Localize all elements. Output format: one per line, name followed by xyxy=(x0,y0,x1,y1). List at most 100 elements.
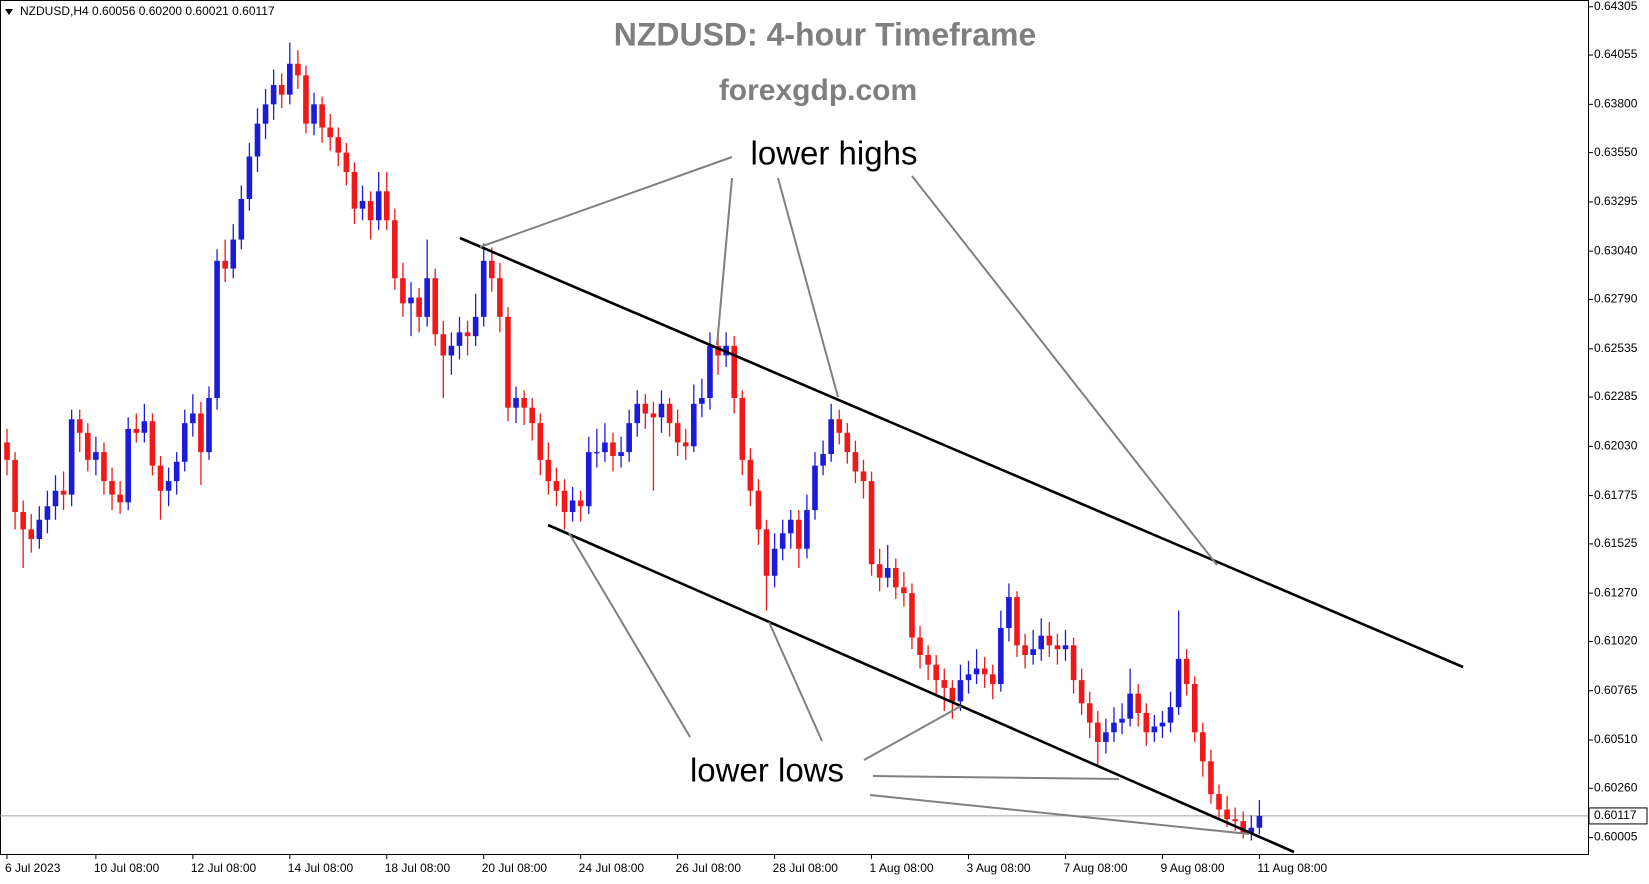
candle-body xyxy=(917,637,923,655)
pointer xyxy=(863,705,962,761)
candle-body xyxy=(852,452,859,472)
candle-body xyxy=(634,403,641,424)
candle-body xyxy=(755,490,762,530)
pointer xyxy=(911,175,1218,566)
candle-body xyxy=(497,278,503,317)
y-tick-label: 0.62030 xyxy=(1594,438,1638,452)
candle-body xyxy=(1208,761,1214,795)
candle-body xyxy=(1038,635,1045,650)
candle-body xyxy=(287,63,293,95)
candle-body xyxy=(868,481,875,565)
candle-body xyxy=(117,494,123,503)
candle-body xyxy=(28,529,35,540)
candle-body xyxy=(1046,635,1053,646)
y-tick-label: 0.60765 xyxy=(1594,683,1638,697)
candle-body xyxy=(626,423,632,453)
y-tick-label: 0.62535 xyxy=(1594,341,1638,355)
candle-body xyxy=(262,104,269,124)
candle-body xyxy=(1159,722,1166,727)
candle-body xyxy=(925,654,931,665)
lower-lows-pointers xyxy=(568,532,1250,835)
candle-body xyxy=(1006,597,1012,628)
y-tick-label: 0.61775 xyxy=(1594,488,1638,502)
plot-frame xyxy=(0,0,1589,855)
candle-body xyxy=(674,423,681,443)
candle-body xyxy=(1143,712,1150,733)
candle-body xyxy=(480,260,487,317)
candle-body xyxy=(303,75,309,124)
candle-body xyxy=(343,152,350,172)
candle-body xyxy=(812,465,818,511)
candle-body xyxy=(545,459,552,482)
candle-body xyxy=(173,461,180,482)
candle-body xyxy=(820,454,826,466)
candle-body xyxy=(1200,732,1206,762)
candle-body xyxy=(658,403,665,418)
candle-body xyxy=(965,674,972,681)
candle-body xyxy=(763,529,770,576)
candle-body xyxy=(779,533,786,549)
candle-body xyxy=(238,199,245,240)
pointer xyxy=(872,775,1120,780)
x-tick-label: 18 Jul 08:00 xyxy=(385,861,451,875)
candle-body xyxy=(295,63,301,76)
candle-body xyxy=(440,334,447,356)
candle-body xyxy=(319,104,325,128)
candle-body xyxy=(828,419,834,455)
candle-body xyxy=(715,345,721,356)
y-tick-label: 0.60260 xyxy=(1594,780,1638,794)
y-tick-label: 0.63550 xyxy=(1594,145,1638,159)
y-tick-label: 0.64055 xyxy=(1594,47,1638,61)
candle-body xyxy=(270,85,277,105)
x-tick-label: 20 Jul 08:00 xyxy=(482,861,548,875)
header-icon xyxy=(5,9,13,15)
candle-body xyxy=(1127,693,1133,719)
candle-body xyxy=(989,674,996,684)
candle-body xyxy=(1232,819,1238,822)
candle-body xyxy=(505,316,511,408)
candle-body xyxy=(383,191,390,221)
candle-body xyxy=(787,519,794,534)
candle-body xyxy=(1256,815,1263,828)
candle-body xyxy=(884,568,891,578)
candle-body xyxy=(125,428,131,503)
candle-body xyxy=(408,297,414,304)
x-tick-label: 26 Jul 08:00 xyxy=(676,861,742,875)
candle-body xyxy=(610,442,616,456)
candle-body xyxy=(206,398,212,453)
pointer xyxy=(777,177,839,398)
candle-body xyxy=(101,452,107,482)
candle-body xyxy=(392,220,398,279)
candle-body xyxy=(521,398,527,408)
candle-body xyxy=(4,442,10,460)
y-tick-label: 0.60005 xyxy=(1594,830,1638,844)
y-tick-label: 0.64305 xyxy=(1594,0,1638,13)
upper-channel-line xyxy=(459,236,1464,669)
candle-body xyxy=(214,260,220,399)
x-tick-label: 28 Jul 08:00 xyxy=(773,861,839,875)
candle-body xyxy=(1070,645,1077,681)
lower-highs-pointers xyxy=(479,156,1218,566)
candle-body xyxy=(76,419,83,433)
x-tick-label: 6 Jul 2023 xyxy=(5,861,61,875)
candle-body xyxy=(844,432,851,453)
candle-body xyxy=(1062,645,1069,650)
x-tick-label: 9 Aug 08:00 xyxy=(1160,861,1224,875)
candle-body xyxy=(416,297,422,317)
candle-body xyxy=(424,278,430,317)
x-tick-label: 24 Jul 08:00 xyxy=(579,861,645,875)
candle-body xyxy=(1135,693,1141,713)
candle-body xyxy=(12,459,18,513)
y-tick-label: 0.63295 xyxy=(1594,194,1638,208)
y-tick-label: 0.60510 xyxy=(1594,732,1638,746)
candle-body xyxy=(876,564,883,578)
candle-body xyxy=(246,156,253,200)
pointer xyxy=(568,532,691,738)
candle-body xyxy=(941,680,948,688)
candles xyxy=(4,42,1263,841)
candle-body xyxy=(707,345,713,399)
candle-body xyxy=(52,490,59,507)
candle-body xyxy=(577,500,584,507)
candle-body xyxy=(981,668,988,675)
